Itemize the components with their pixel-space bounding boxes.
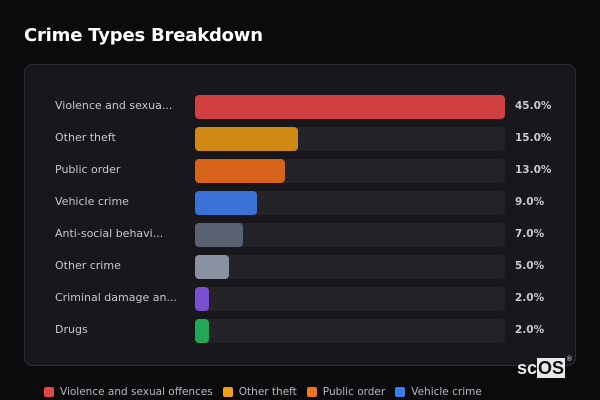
bar-value: 2.0%: [515, 324, 545, 336]
bar-fill[interactable]: [195, 287, 209, 311]
legend-item[interactable]: Other theft: [222, 386, 297, 398]
scos-logo: scOS ®: [517, 356, 572, 379]
legend-label: Public order: [322, 386, 386, 398]
bar-track: [195, 191, 505, 215]
bar-track: [195, 95, 505, 119]
bar-label: Anti-social behavi...: [55, 227, 164, 240]
bar-label: Other theft: [55, 131, 116, 144]
chart-legend: Violence and sexual offences Other theft P…: [44, 386, 482, 398]
bar-value: 15.0%: [515, 132, 552, 144]
chart-title: Crime Types Breakdown: [24, 25, 263, 46]
bar-track: [195, 287, 505, 311]
bar-label: Drugs: [55, 323, 88, 336]
bar-row[interactable]: Anti-social behavi... 7.0%: [25, 223, 575, 247]
bar-fill[interactable]: [195, 191, 257, 215]
legend-label: Violence and sexual offences: [60, 386, 213, 398]
legend-item[interactable]: Vehicle crime: [395, 386, 482, 398]
bar-fill[interactable]: [195, 127, 299, 151]
legend-item[interactable]: Public order: [306, 386, 386, 398]
bar-row[interactable]: Criminal damage an... 2.0%: [25, 287, 575, 311]
bar-fill[interactable]: [195, 95, 505, 119]
bar-value: 9.0%: [515, 196, 545, 208]
legend-label: Other theft: [238, 386, 297, 398]
bar-track: [195, 127, 505, 151]
bar-fill[interactable]: [195, 255, 230, 279]
bar-row[interactable]: Other theft 15.0%: [25, 127, 575, 151]
legend-swatch: [222, 387, 233, 397]
bar-value: 2.0%: [515, 292, 545, 304]
bar-value: 5.0%: [515, 260, 545, 272]
bar-label: Criminal damage an...: [55, 291, 177, 304]
logo-highlight: OS: [537, 358, 566, 378]
bar-row[interactable]: Violence and sexua... 45.0%: [25, 95, 575, 119]
bar-row[interactable]: Drugs 2.0%: [25, 319, 575, 343]
bar-track: [195, 319, 505, 343]
legend-item[interactable]: Violence and sexual offences: [44, 386, 213, 398]
bar-value: 45.0%: [515, 100, 552, 112]
bar-label: Other crime: [55, 259, 121, 272]
bar-row[interactable]: Other crime 5.0%: [25, 255, 575, 279]
legend-swatch: [44, 387, 54, 397]
bar-track: [195, 159, 505, 183]
bar-track: [195, 255, 505, 279]
bar-label: Vehicle crime: [55, 195, 129, 208]
bar-value: 7.0%: [515, 228, 545, 240]
bar-track: [195, 223, 505, 247]
legend-swatch: [306, 387, 317, 397]
registered-mark: ®: [566, 356, 573, 363]
bar-fill[interactable]: [195, 223, 244, 247]
bar-row[interactable]: Public order 13.0%: [25, 159, 575, 183]
logo-prefix: sc: [517, 358, 538, 378]
bar-label: Violence and sexua...: [55, 99, 173, 112]
bar-fill[interactable]: [195, 159, 285, 183]
bar-value: 13.0%: [515, 164, 552, 176]
bar-fill[interactable]: [195, 319, 209, 343]
legend-label: Vehicle crime: [411, 386, 482, 398]
chart-card: Violence and sexua... 45.0% Other theft 15.…: [24, 64, 576, 366]
bar-row[interactable]: Vehicle crime 9.0%: [25, 191, 575, 215]
legend-swatch: [395, 387, 406, 397]
bar-label: Public order: [55, 163, 121, 176]
